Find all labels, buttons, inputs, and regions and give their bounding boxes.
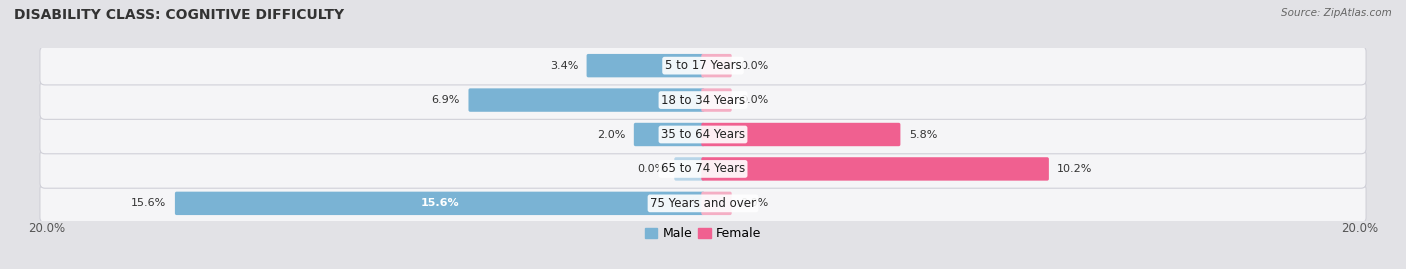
FancyBboxPatch shape — [174, 192, 704, 215]
FancyBboxPatch shape — [39, 184, 1367, 223]
Text: 15.6%: 15.6% — [420, 198, 460, 208]
Text: 20.0%: 20.0% — [1341, 222, 1378, 235]
Text: 15.6%: 15.6% — [131, 198, 166, 208]
Text: 75 Years and over: 75 Years and over — [650, 197, 756, 210]
Text: 20.0%: 20.0% — [28, 222, 65, 235]
Text: Source: ZipAtlas.com: Source: ZipAtlas.com — [1281, 8, 1392, 18]
Text: DISABILITY CLASS: COGNITIVE DIFFICULTY: DISABILITY CLASS: COGNITIVE DIFFICULTY — [14, 8, 344, 22]
FancyBboxPatch shape — [39, 150, 1367, 188]
Text: 6.9%: 6.9% — [432, 95, 460, 105]
FancyBboxPatch shape — [634, 123, 704, 146]
FancyBboxPatch shape — [468, 88, 704, 112]
FancyBboxPatch shape — [39, 115, 1367, 154]
FancyBboxPatch shape — [702, 157, 1049, 181]
Text: 0.0%: 0.0% — [740, 61, 768, 71]
FancyBboxPatch shape — [586, 54, 704, 77]
Text: 5.8%: 5.8% — [908, 129, 938, 140]
Text: 65 to 74 Years: 65 to 74 Years — [661, 162, 745, 175]
Text: 3.4%: 3.4% — [550, 61, 578, 71]
FancyBboxPatch shape — [702, 123, 900, 146]
Legend: Male, Female: Male, Female — [640, 222, 766, 245]
FancyBboxPatch shape — [675, 157, 704, 181]
FancyBboxPatch shape — [702, 54, 731, 77]
Text: 5 to 17 Years: 5 to 17 Years — [665, 59, 741, 72]
Text: 2.0%: 2.0% — [598, 129, 626, 140]
Text: 10.2%: 10.2% — [1057, 164, 1092, 174]
Text: 0.0%: 0.0% — [740, 198, 768, 208]
FancyBboxPatch shape — [702, 192, 731, 215]
FancyBboxPatch shape — [39, 46, 1367, 85]
FancyBboxPatch shape — [39, 81, 1367, 119]
FancyBboxPatch shape — [702, 88, 731, 112]
Text: 0.0%: 0.0% — [740, 95, 768, 105]
Text: 35 to 64 Years: 35 to 64 Years — [661, 128, 745, 141]
Text: 0.0%: 0.0% — [638, 164, 666, 174]
Text: 18 to 34 Years: 18 to 34 Years — [661, 94, 745, 107]
